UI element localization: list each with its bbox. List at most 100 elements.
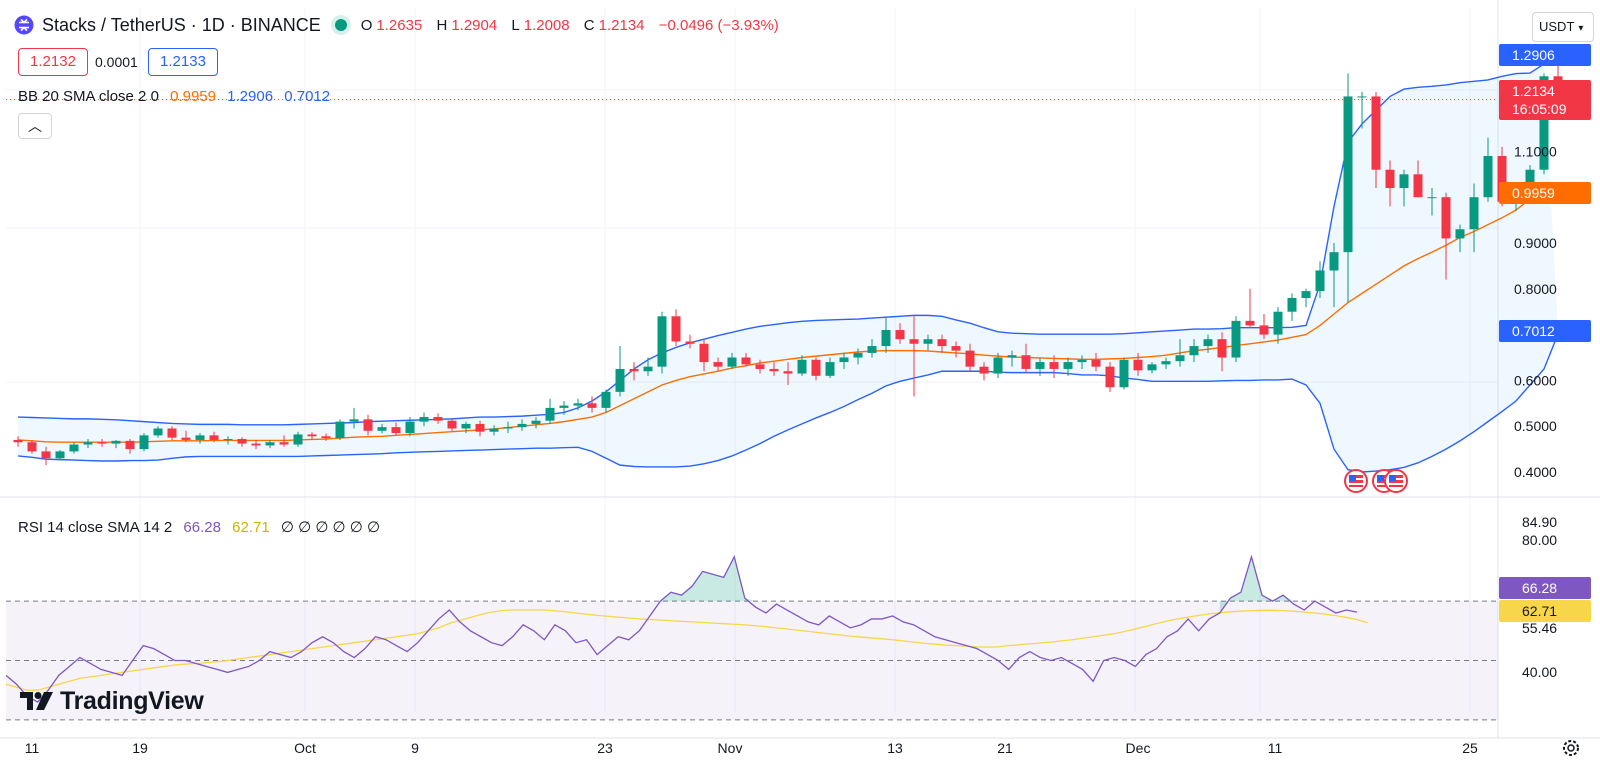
candle[interactable]	[755, 359, 765, 374]
candle[interactable]	[97, 439, 107, 447]
candle[interactable]	[27, 439, 37, 454]
candle[interactable]	[111, 439, 121, 449]
candle[interactable]	[1063, 357, 1073, 376]
candle[interactable]	[447, 417, 457, 431]
candle[interactable]	[559, 401, 569, 415]
candle[interactable]	[1287, 293, 1297, 321]
candle[interactable]	[1147, 362, 1157, 374]
candle[interactable]	[195, 433, 205, 444]
candle[interactable]	[797, 355, 807, 376]
candle[interactable]	[461, 421, 471, 434]
candle[interactable]	[1357, 91, 1367, 129]
candle[interactable]	[1273, 307, 1283, 344]
candle[interactable]	[881, 316, 891, 353]
candle[interactable]	[405, 417, 415, 437]
candle[interactable]	[265, 439, 275, 449]
candle[interactable]	[1399, 169, 1409, 207]
candle[interactable]	[377, 423, 387, 434]
candle[interactable]	[1427, 188, 1437, 216]
candle[interactable]	[951, 341, 961, 358]
candle[interactable]	[1483, 137, 1493, 202]
candle[interactable]	[601, 389, 611, 413]
candle[interactable]	[629, 362, 639, 381]
currency-selector[interactable]: USDT ▾	[1532, 12, 1594, 42]
candle[interactable]	[391, 422, 401, 436]
candle[interactable]	[153, 426, 163, 438]
candle[interactable]	[587, 396, 597, 413]
candle[interactable]	[965, 343, 975, 372]
candle[interactable]	[867, 339, 877, 358]
candle[interactable]	[853, 348, 863, 365]
candle[interactable]	[1133, 352, 1143, 376]
candle[interactable]	[1315, 261, 1325, 298]
sell-price-button[interactable]: 1.2132	[18, 48, 88, 76]
candle[interactable]	[1343, 73, 1353, 303]
candle[interactable]	[545, 398, 555, 424]
candle[interactable]	[1469, 183, 1479, 253]
candle[interactable]	[181, 430, 191, 443]
candle[interactable]	[1455, 224, 1465, 253]
candle[interactable]	[55, 450, 65, 461]
candle[interactable]	[209, 431, 219, 443]
candle[interactable]	[69, 442, 79, 454]
candle[interactable]	[657, 311, 667, 374]
candle[interactable]	[531, 417, 541, 429]
collapse-legend-button[interactable]: ︿	[18, 113, 52, 139]
candle[interactable]	[811, 357, 821, 381]
candle[interactable]	[923, 334, 933, 351]
candle[interactable]	[363, 414, 373, 436]
candle[interactable]	[125, 439, 135, 454]
candle[interactable]	[517, 419, 527, 431]
candle[interactable]	[293, 431, 303, 447]
candle[interactable]	[699, 339, 709, 372]
bb-legend[interactable]: BB 20 SMA close 2 0 0.9959 1.2906 0.7012	[18, 88, 337, 105]
candle[interactable]	[433, 413, 443, 424]
candle[interactable]	[685, 334, 695, 349]
candle[interactable]	[335, 419, 345, 440]
candle[interactable]	[1105, 362, 1115, 392]
us-flag-event-icon[interactable]	[1384, 469, 1408, 493]
gear-icon[interactable]	[1563, 740, 1579, 756]
candle[interactable]	[419, 412, 429, 427]
market-status-dot-icon[interactable]	[334, 19, 347, 31]
candle[interactable]	[769, 362, 779, 376]
candle[interactable]	[41, 446, 51, 466]
candle[interactable]	[1441, 192, 1451, 280]
candle[interactable]	[1301, 288, 1311, 308]
rsi-legend[interactable]: RSI 14 close SMA 14 2 66.28 62.71 ∅ ∅ ∅ …	[18, 518, 387, 536]
candle[interactable]	[1091, 352, 1101, 372]
candle[interactable]	[1231, 316, 1241, 363]
candle[interactable]	[1175, 339, 1185, 367]
candle[interactable]	[251, 439, 261, 450]
candle[interactable]	[503, 421, 513, 434]
candle[interactable]	[1259, 313, 1269, 340]
candle[interactable]	[139, 433, 149, 452]
candle[interactable]	[1077, 355, 1087, 369]
candle[interactable]	[321, 433, 331, 441]
candle[interactable]	[993, 352, 1003, 379]
candle[interactable]	[349, 407, 359, 429]
candle[interactable]	[727, 352, 737, 369]
buy-price-button[interactable]: 1.2133	[148, 48, 218, 76]
symbol-title[interactable]: Stacks / TetherUS · 1D · BINANCE	[42, 14, 321, 35]
tradingview-watermark[interactable]: TradingView	[20, 687, 204, 719]
candle[interactable]	[825, 357, 835, 379]
candle[interactable]	[1413, 160, 1423, 198]
candle[interactable]	[979, 362, 989, 381]
candle[interactable]	[671, 309, 681, 347]
candle[interactable]	[783, 362, 793, 385]
candle[interactable]	[237, 437, 247, 447]
candle[interactable]	[167, 426, 177, 440]
candle[interactable]	[1021, 343, 1031, 374]
candle[interactable]	[1035, 357, 1045, 376]
candle[interactable]	[475, 420, 485, 437]
candle[interactable]	[1189, 339, 1199, 363]
candle[interactable]	[909, 316, 919, 397]
candle[interactable]	[1245, 288, 1255, 328]
candle[interactable]	[1385, 160, 1395, 207]
candle[interactable]	[1371, 91, 1381, 189]
candle[interactable]	[1161, 357, 1171, 369]
candle[interactable]	[307, 432, 317, 440]
candle[interactable]	[643, 357, 653, 376]
candle[interactable]	[13, 436, 23, 447]
